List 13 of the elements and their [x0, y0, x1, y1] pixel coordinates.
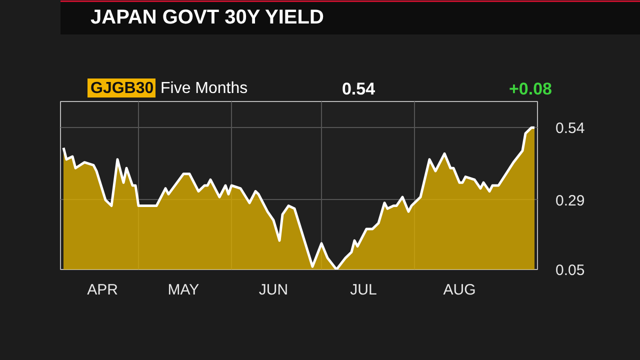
y-tick-label: 0.05	[556, 262, 585, 279]
y-tick-label: 0.29	[556, 192, 585, 210]
x-tick-label: APR	[87, 282, 118, 298]
text: +0.08	[508, 80, 552, 98]
x-tick-label: MAY	[168, 282, 200, 298]
chart-title: JAPAN GOVT 30Y YIELD	[90, 6, 324, 28]
y-tick-label: 0.54	[556, 120, 585, 138]
x-tick-label: AUG	[443, 282, 476, 298]
text: GJGB30	[90, 80, 154, 97]
chart-subtitle: Five Months	[160, 80, 248, 97]
x-tick-label: JUN	[258, 282, 288, 298]
x-tick-label: JUL	[350, 282, 377, 298]
text: 0.54	[342, 80, 376, 98]
